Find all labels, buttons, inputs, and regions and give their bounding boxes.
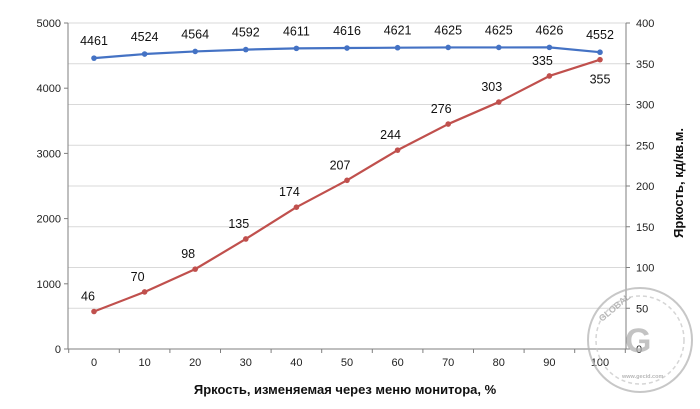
x-tick-label: 60 [391, 357, 403, 369]
x-tick-label: 30 [240, 357, 252, 369]
series-2-point [597, 56, 603, 63]
series-1-point [192, 48, 198, 55]
series-1-data-label: 4461 [80, 34, 108, 48]
series-2-point [192, 266, 198, 272]
series-1-point [344, 45, 350, 51]
series-layer [91, 44, 603, 315]
x-tick-label: 20 [189, 357, 201, 369]
x-tick-label: 10 [138, 357, 150, 369]
gridlines [68, 22, 626, 309]
series-2-data-label: 46 [81, 290, 95, 304]
series-1-data-label: 4524 [131, 30, 159, 44]
right-tick-label: 200 [636, 181, 654, 193]
series-2-data-label: 355 [590, 73, 611, 87]
series-2-point [293, 204, 300, 210]
left-tick-label: 4000 [37, 83, 61, 95]
right-tick-label: 50 [636, 303, 648, 315]
series-1-data-label: 4611 [283, 24, 310, 38]
x-tick-label: 0 [91, 357, 97, 369]
series-1-point [445, 44, 452, 51]
series-2-point [394, 147, 401, 153]
series-2-data-label: 303 [481, 80, 502, 94]
right-tick-label: 100 [636, 263, 654, 275]
series-2-point [445, 121, 452, 127]
series-2-data-label: 207 [330, 158, 351, 172]
x-axis-ticks: 0 10 20 30 40 50 60 70 80 90 100 [68, 349, 626, 369]
series-2-data-label: 70 [131, 270, 145, 284]
left-tick-label: 2000 [37, 214, 61, 226]
watermark-word: GLOBAL [597, 291, 633, 323]
right-axis-title: Яркость, кд/кв.м. [671, 128, 686, 238]
series-1-point [91, 55, 97, 61]
series-1-point [141, 51, 148, 57]
series-1-data-label: 4564 [181, 27, 209, 41]
right-tick-label: 400 [636, 18, 654, 30]
series-1-point [394, 44, 401, 51]
series-1-point [243, 46, 249, 53]
series-2-point [141, 289, 148, 295]
left-tick-label: 5000 [37, 18, 61, 30]
series-2-point [344, 177, 350, 184]
series-1-point [293, 45, 300, 52]
series-2-data-label: 135 [228, 217, 249, 231]
series-1-point [496, 44, 502, 51]
x-tick-label: 50 [341, 357, 353, 369]
right-tick-label: 350 [636, 59, 654, 71]
series-2-point [546, 73, 553, 79]
series-1-data-label: 4621 [384, 24, 412, 38]
series-1-data-label: 4625 [485, 23, 513, 37]
series-1-data-label: 4616 [333, 24, 361, 38]
series-2-point [243, 236, 249, 242]
series-2-data-label: 98 [181, 247, 195, 261]
x-tick-label: 40 [290, 357, 302, 369]
x-tick-label: 90 [543, 357, 555, 369]
svg-text:G: G [625, 322, 651, 360]
x-tick-label: 80 [493, 357, 505, 369]
data-labels: 4461 4524 4564 4592 4611 4616 4621 4625 4625 4626… [80, 23, 614, 303]
x-axis-title: Яркость, изменяемая через меню монитора,… [194, 382, 497, 397]
series-2-data-label: 335 [532, 54, 553, 68]
right-tick-label: 300 [636, 100, 654, 112]
series-2-point [91, 308, 97, 315]
series-1-point [546, 44, 553, 51]
series-2-data-label: 244 [380, 128, 401, 142]
series-1-data-label: 4626 [535, 23, 563, 37]
series-1-point [597, 49, 603, 56]
right-tick-label: 0 [636, 344, 642, 356]
series-1-data-label: 4625 [434, 23, 462, 37]
right-tick-label: 250 [636, 140, 654, 152]
left-axis-ticks: 0 1000 2000 3000 4000 5000 [37, 18, 68, 356]
left-tick-label: 0 [55, 344, 61, 356]
series-2-data-label: 174 [279, 185, 300, 199]
right-axis-ticks: 0 50 100 150 200 250 300 350 400 [626, 18, 654, 356]
right-tick-label: 150 [636, 222, 654, 234]
left-tick-label: 1000 [37, 279, 61, 291]
series-2-data-label: 276 [431, 102, 452, 116]
series-1-data-label: 4552 [586, 28, 614, 42]
series-2-point [496, 99, 502, 105]
x-tick-label: 70 [442, 357, 454, 369]
watermark-domain: www.gecid.com [621, 374, 663, 380]
left-tick-label: 3000 [37, 148, 61, 160]
series-1-data-label: 4592 [232, 26, 260, 40]
